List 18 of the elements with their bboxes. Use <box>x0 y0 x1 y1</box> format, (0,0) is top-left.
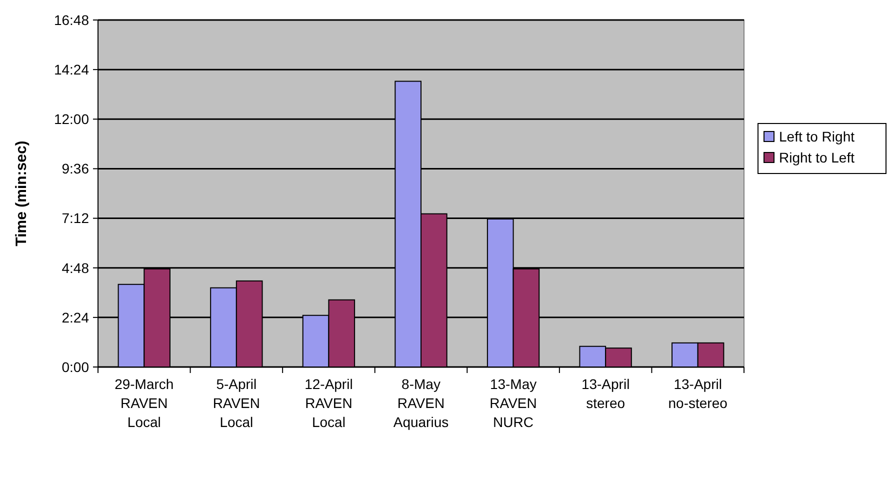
legend-label: Right to Left <box>779 149 855 166</box>
legend-label: Left to Right <box>779 128 855 144</box>
x-tick-label: 13-April stereo <box>581 376 630 411</box>
y-axis-title: Time (min:sec) <box>13 140 30 246</box>
x-tick-label: 13-April no-stereo <box>668 376 728 411</box>
x-tick-label: 29-March RAVEN Local <box>114 376 174 430</box>
y-tick-label: 9:36 <box>62 160 90 177</box>
x-tick-label: 12-April RAVEN Local <box>304 376 353 430</box>
x-tick-label: 5-April RAVEN Local <box>212 376 260 430</box>
y-tick-label: 16:48 <box>54 12 90 28</box>
y-tick-label: 0:00 <box>62 358 90 375</box>
y-tick-label: 7:12 <box>62 210 90 226</box>
x-tick-label: 13-May RAVEN NURC <box>490 376 537 430</box>
y-tick-label: 14:24 <box>54 61 90 78</box>
y-tick-label: 4:48 <box>62 260 90 276</box>
y-tick-label: 12:00 <box>54 111 90 128</box>
x-tick-label: 8-May RAVEN Aquarius <box>393 376 449 430</box>
y-tick-label: 2:24 <box>62 309 90 326</box>
